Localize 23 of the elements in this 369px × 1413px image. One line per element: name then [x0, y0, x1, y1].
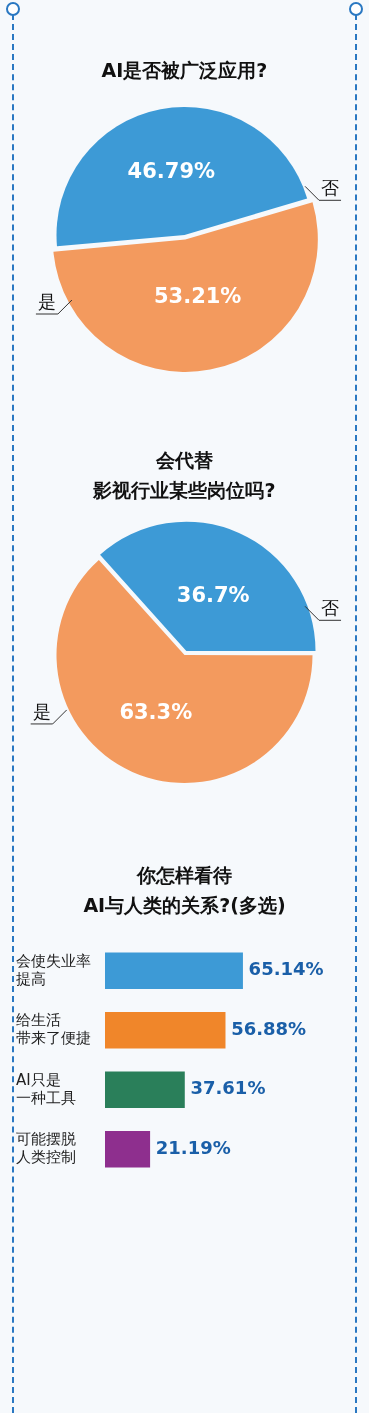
chart-title: AI是否被广泛应用?	[100, 58, 269, 83]
data-label: 37.61%	[190, 1077, 266, 1099]
data-label: 46.79%	[127, 158, 216, 183]
y-tick-label: 会使失业率提高	[16, 951, 91, 988]
data-label: 36.7%	[176, 583, 250, 608]
data-label: 21.19%	[155, 1136, 231, 1158]
slice-label: 是	[32, 700, 51, 722]
bar	[105, 1011, 226, 1049]
data-label: 56.88%	[231, 1017, 307, 1039]
y-tick-label: 可能摆脱人类控制	[16, 1130, 76, 1167]
y-tick-label: AI只是一种工具	[16, 1070, 76, 1107]
data-label: 65.14%	[248, 958, 324, 980]
slice-label: 否	[321, 596, 340, 618]
data-label: 63.3%	[119, 699, 193, 724]
slice-label: 是	[37, 290, 56, 312]
data-label: 53.21%	[153, 284, 242, 309]
chart-title: 你怎样看待AI与人类的关系?(多选)	[82, 863, 287, 918]
slice-label: 否	[321, 176, 340, 198]
y-tick-label: 给生活带来了便捷	[16, 1011, 91, 1048]
bar	[105, 1071, 185, 1109]
chart-title: 会代替影视行业某些岗位吗?	[92, 448, 277, 503]
bar	[105, 952, 243, 990]
bar	[105, 1130, 151, 1168]
